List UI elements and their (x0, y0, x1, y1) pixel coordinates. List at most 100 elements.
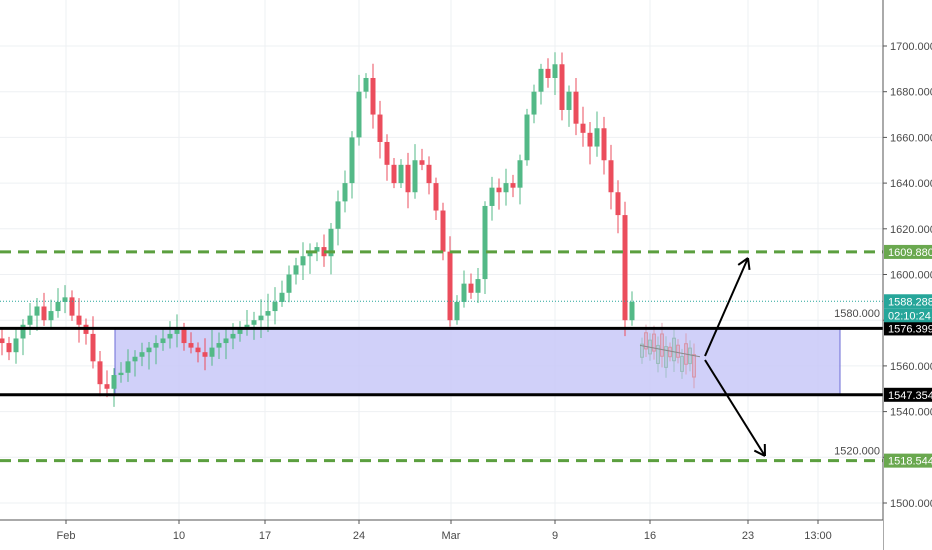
price-tick-label: 1620.000 (890, 224, 932, 236)
candle-body (629, 301, 635, 321)
time-tick-label: 24 (353, 530, 365, 542)
level-label-bg (884, 321, 932, 336)
candle-body (370, 77, 376, 115)
candle-body (90, 333, 96, 362)
candle-body (601, 128, 607, 161)
candle-body (405, 164, 411, 193)
time-tick-label: Mar (442, 530, 461, 542)
time-tick-label: 10 (173, 530, 185, 542)
time-tick-label: 17 (259, 530, 271, 542)
candle-body (531, 91, 537, 115)
level-label: 1547.354 (888, 390, 932, 402)
candle-body (34, 306, 40, 316)
projected-trend-line (639, 344, 701, 358)
candle-body (510, 183, 516, 188)
candle-body (251, 320, 257, 325)
arrow-up-head (747, 257, 751, 271)
candle-body (174, 329, 180, 334)
candle-body (0, 338, 5, 344)
candle-body (461, 283, 467, 302)
projected-candle-body (688, 347, 692, 365)
candle-body (153, 343, 159, 348)
range-box (114, 327, 841, 396)
candle-body (27, 315, 33, 325)
candle-body (62, 297, 68, 302)
candle-body (552, 64, 558, 78)
candle-body (111, 375, 117, 389)
projected-candle-body (668, 346, 672, 358)
candle-body (13, 338, 19, 353)
projected-candle-body (660, 333, 664, 357)
time-tick-label: 16 (644, 530, 656, 542)
candle-body (97, 361, 103, 385)
candle-body (146, 347, 152, 353)
candle-body (349, 137, 355, 184)
price-tick-label: 1660.000 (890, 132, 932, 144)
candle-body (566, 91, 572, 110)
arrow-down (704, 359, 766, 457)
level-label-bg (884, 453, 932, 468)
candle-body (398, 164, 404, 184)
candle-body (335, 201, 341, 229)
level-label: 1576.399 (888, 323, 932, 335)
price-tick-label: 1520.000 (834, 445, 880, 457)
time-axis (0, 520, 883, 550)
last-price-label-bg (884, 294, 932, 309)
projected-candle-body (680, 355, 684, 372)
candle-body (55, 301, 61, 312)
candle-body (384, 141, 390, 165)
candle-body (419, 160, 425, 165)
candle-body (48, 311, 54, 321)
candle-body (475, 279, 481, 293)
candle-body (573, 91, 579, 124)
projected-candle-body (676, 344, 680, 358)
candle-body (363, 77, 369, 92)
candle-body (314, 247, 320, 252)
countdown-label: 02:10:24 (888, 310, 931, 322)
candle-body (272, 301, 278, 312)
price-tick-label: 1640.000 (890, 178, 932, 190)
candle-body (265, 311, 271, 316)
candle-body (447, 251, 453, 321)
projected-candle-body (672, 337, 676, 362)
projected-candle-body (664, 346, 668, 368)
candle-body (496, 187, 502, 193)
price-tick-label: 1700.000 (890, 41, 932, 53)
candle-body (377, 114, 383, 142)
countdown-label-bg (884, 308, 932, 323)
candle-body (132, 356, 138, 362)
candle-body (167, 333, 173, 339)
candle-body (622, 215, 628, 321)
candle-body (216, 343, 222, 348)
candle-body (202, 352, 208, 357)
candle-body (118, 372, 124, 376)
level-label-bg (884, 387, 932, 402)
candle-body (412, 160, 418, 193)
candle-body (559, 64, 565, 110)
candle-body (307, 251, 313, 257)
candle-body (426, 164, 432, 184)
level-label-bg (884, 244, 932, 259)
candle-body (356, 91, 362, 138)
candle-body (209, 347, 215, 357)
projected-candle-body (652, 333, 656, 352)
projected-candle-body (656, 344, 660, 364)
candle-body (538, 68, 544, 92)
candle-body (41, 306, 47, 321)
candle-body (433, 183, 439, 211)
last-price-label: 1588.288 (888, 296, 932, 308)
projected-candle-body (644, 332, 648, 350)
candle-body (293, 265, 299, 275)
projected-candle-body (640, 343, 644, 358)
candle-body (503, 183, 509, 193)
price-tick-label: 1540.000 (890, 407, 932, 419)
candle-body (342, 183, 348, 202)
price-tick-label: 1600.000 (890, 270, 932, 282)
candle-body (69, 297, 75, 316)
candle-body (587, 132, 593, 147)
candle-body (440, 210, 446, 252)
candle-body (279, 292, 285, 302)
projected-candle-body (692, 354, 696, 378)
